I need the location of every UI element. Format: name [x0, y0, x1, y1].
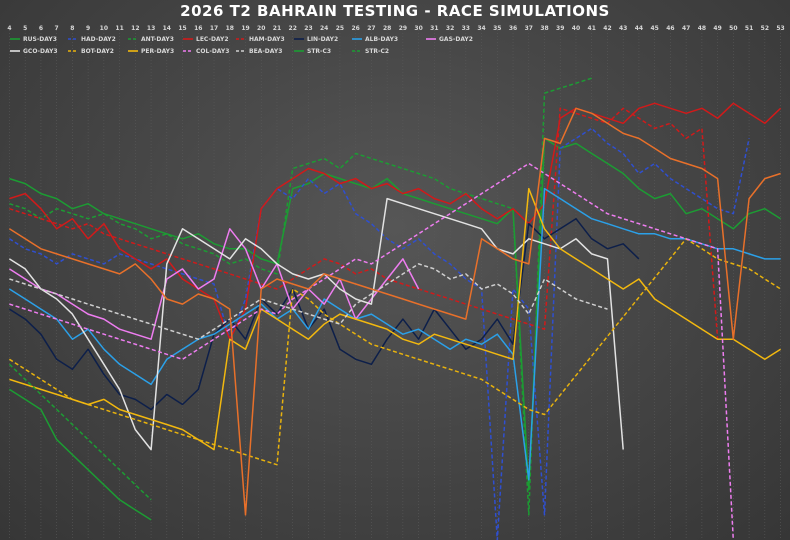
x-tick-label: 47: [682, 25, 690, 32]
x-tick-label: 36: [509, 25, 517, 32]
legend-label: BOT-DAY2: [81, 48, 114, 55]
grid-layer: [9, 30, 781, 540]
x-tick-label: 52: [761, 25, 769, 32]
x-tick-label: 40: [572, 25, 580, 32]
legend: RUS-DAY3 HAD-DAY2 ANT-DAY3 LEC-DAY2 HAM-DAY3…: [10, 36, 473, 55]
x-tick-label: 21: [273, 25, 281, 32]
legend-label: HAD-DAY2: [81, 36, 116, 43]
legend-label: PER-DAY3: [141, 48, 174, 55]
x-tick-label: 25: [336, 25, 344, 32]
series-line: [8, 217, 640, 411]
legend-label: STR-C2: [365, 48, 389, 55]
x-tick-label: 39: [556, 25, 564, 32]
x-tick-label: 4: [7, 25, 11, 32]
series-line: [8, 238, 782, 466]
x-tick-label: 14: [163, 25, 171, 32]
legend-label: RUS-DAY3: [23, 36, 57, 43]
series-line: [9, 137, 782, 491]
legend-label: ALB-DAY3: [365, 36, 398, 43]
x-tick-label: 12: [131, 25, 139, 32]
x-tick-label: 30: [414, 25, 422, 32]
series-line: [9, 263, 608, 340]
x-tick-label: 49: [713, 25, 721, 32]
series-line: [8, 388, 152, 521]
x-tick-label: 18: [226, 25, 234, 32]
x-tick-label: 48: [698, 25, 706, 32]
x-tick-label: 24: [320, 25, 328, 32]
x-tick-label: 50: [729, 25, 737, 32]
x-tick-label: 33: [462, 25, 470, 32]
x-tick-label: 29: [399, 25, 407, 32]
x-tick-label: 22: [289, 25, 297, 32]
x-tick-label: 35: [493, 25, 501, 32]
x-tick-label: 16: [194, 25, 202, 32]
chart-title: 2026 T2 BAHRAIN TESTING - RACE SIMULATIO…: [180, 2, 610, 20]
x-tick-label: 38: [540, 25, 548, 32]
x-tick-label: 43: [619, 25, 627, 32]
x-tick-label: 26: [351, 25, 359, 32]
x-tick-label: 23: [304, 25, 312, 32]
series-line: [9, 77, 592, 516]
series-line: [8, 187, 781, 481]
series-line: [8, 228, 420, 340]
x-tick-label: 7: [55, 25, 59, 32]
series-line: [9, 162, 735, 540]
legend-label: GCO-DAY3: [23, 48, 58, 55]
x-tick-label: 20: [257, 25, 265, 32]
series-line: [8, 107, 781, 516]
x-tick-label: 6: [39, 25, 43, 32]
legend-label: HAM-DAY3: [249, 36, 285, 43]
x-tick-label: 13: [147, 25, 155, 32]
x-tick-label: 45: [650, 25, 658, 32]
legend-label: COL-DAY3: [196, 48, 229, 55]
legend-label: ANT-DAY3: [141, 36, 174, 43]
series-line: [8, 197, 624, 451]
x-tick-label: 28: [383, 25, 391, 32]
legend-label: STR-C3: [307, 48, 331, 55]
series-line: [9, 187, 782, 451]
legend-label: LEC-DAY2: [196, 36, 229, 43]
x-tick-label: 51: [745, 25, 753, 32]
legend-label: GAS-DAY2: [439, 36, 473, 43]
x-tick-label: 41: [588, 25, 596, 32]
legend-label: BEA-DAY3: [249, 48, 282, 55]
x-tick-labels: 4 5 6 7 8 9 10 11 12 13 14 15 16 17 18 19 20 21 22 23 24 25 26…: [7, 25, 784, 32]
x-tick-label: 9: [86, 25, 90, 32]
x-tick-label: 10: [100, 25, 108, 32]
x-tick-label: 19: [241, 25, 249, 32]
series-layer: [8, 77, 782, 540]
x-tick-label: 44: [635, 25, 643, 32]
legend-label: LIN-DAY2: [307, 36, 338, 43]
series-line: [9, 107, 719, 340]
x-tick-label: 32: [446, 25, 454, 32]
x-tick-label: 46: [666, 25, 674, 32]
x-tick-label: 27: [367, 25, 375, 32]
x-tick-label: 34: [477, 25, 485, 32]
x-tick-label: 15: [178, 25, 186, 32]
x-tick-label: 5: [23, 25, 27, 32]
x-tick-label: 53: [776, 25, 784, 32]
series-line: [8, 363, 152, 501]
series-line: [8, 127, 750, 540]
x-tick-label: 37: [525, 25, 533, 32]
x-tick-label: 42: [603, 25, 611, 32]
x-tick-label: 17: [210, 25, 218, 32]
series-line: [9, 102, 782, 340]
x-tick-label: 8: [70, 25, 74, 32]
x-tick-label: 11: [115, 25, 123, 32]
x-tick-label: 31: [430, 25, 438, 32]
